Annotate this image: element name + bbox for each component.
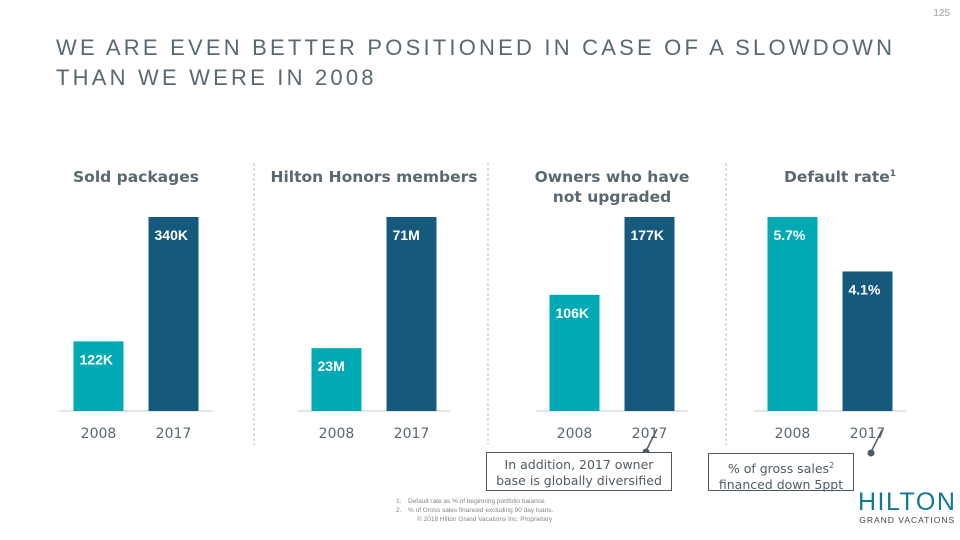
- chart-2-category-label-2008: 2008: [319, 426, 355, 442]
- chart-3-title-line-1: Owners who have: [535, 168, 690, 186]
- chart-3-category-label-2017: 2017: [632, 426, 668, 442]
- footnotes: 1. Default rate as % of beginning portfo…: [396, 497, 553, 524]
- footnote-1: 1. Default rate as % of beginning portfo…: [396, 497, 553, 506]
- chart-4-title-footnote-ref: 1: [890, 169, 896, 179]
- default-callout-connector: [870, 429, 883, 453]
- chart-2-bar-2017: [386, 217, 437, 411]
- chart-4-category-label-2008: 2008: [775, 426, 811, 442]
- chart-4-category-label-2017: 2017: [850, 426, 886, 442]
- footnote-2-text: % of Gross sales financed excluding 90 d…: [408, 507, 554, 514]
- page-title-line-2: THAN WE WERE IN 2008: [56, 65, 377, 90]
- chart-3-category-label-2008: 2008: [557, 426, 593, 442]
- chart-1-title: Sold packages: [73, 168, 199, 186]
- chart-3-value-label-2017: 177K: [631, 227, 664, 243]
- logo-main-text: HILTON: [858, 488, 957, 516]
- chart-2-category-label-2017: 2017: [394, 426, 430, 442]
- chart-1-bar-2008: [73, 341, 124, 411]
- footnote-2-number: 2.: [396, 507, 402, 514]
- copyright: © 2018 Hilton Grand Vacations Inc. Propr…: [417, 516, 553, 523]
- chart-2-value-label-2017: 71M: [393, 227, 420, 243]
- chart-1-category-label-2008: 2008: [81, 426, 117, 442]
- chart-4-value-label-2008: 5.7%: [774, 227, 806, 243]
- chart-4-title: Default rate1: [784, 168, 896, 186]
- chart-4-bar-2008: [767, 217, 818, 411]
- hilton-grand-vacations-logo: HILTON GRAND VACATIONS: [858, 488, 957, 526]
- chart-1-value-label-2008: 122K: [80, 351, 113, 367]
- default-callout: % of gross sales2 financed down 5ppt: [708, 453, 854, 493]
- owners-callout: In addition, 2017 owner base is globally…: [486, 452, 672, 491]
- footnote-1-number: 1.: [396, 498, 402, 505]
- page-title: WE ARE EVEN BETTER POSITIONED IN CASE OF…: [56, 33, 895, 93]
- owners-callout-line-1: In addition, 2017 owner: [504, 457, 654, 472]
- chart-1-value-label-2017: 340K: [155, 227, 188, 243]
- default-callout-connector-dot: [867, 449, 875, 457]
- default-callout-text: % of gross sales: [727, 461, 830, 477]
- chart-3-title-line-2: not upgraded: [553, 188, 672, 206]
- page-title-line-1: WE ARE EVEN BETTER POSITIONED IN CASE OF…: [56, 35, 896, 60]
- default-callout-footnote-ref: 2: [829, 461, 835, 470]
- chart-2-value-label-2008: 23M: [318, 358, 345, 374]
- chart-3-bar-2017: [624, 217, 675, 411]
- page-number: 125: [933, 8, 950, 19]
- owners-callout-connector: [645, 428, 658, 452]
- chart-3-bar-2008: [549, 294, 600, 411]
- chart-2-bar-2008: [311, 348, 362, 411]
- chart-4-bar-2017: [842, 271, 893, 411]
- chart-1-category-label-2017: 2017: [156, 426, 192, 442]
- footnote-2: 2. % of Gross sales financed excluding 9…: [396, 506, 553, 515]
- chart-4-value-label-2017: 4.1%: [849, 281, 881, 297]
- default-callout-line-2: financed down 5ppt: [718, 477, 844, 493]
- chart-1-bar-2017: [148, 217, 199, 411]
- owners-callout-line-2: base is globally diversified: [496, 473, 662, 488]
- default-callout-line-1: % of gross sales2: [715, 458, 847, 477]
- footnote-1-text: Default rate as % of beginning portfolio…: [408, 498, 547, 505]
- chart-3-value-label-2008: 106K: [556, 305, 589, 321]
- chart-2-title: Hilton Honors members: [271, 168, 478, 186]
- logo-sub-text: GRAND VACATIONS: [859, 515, 956, 525]
